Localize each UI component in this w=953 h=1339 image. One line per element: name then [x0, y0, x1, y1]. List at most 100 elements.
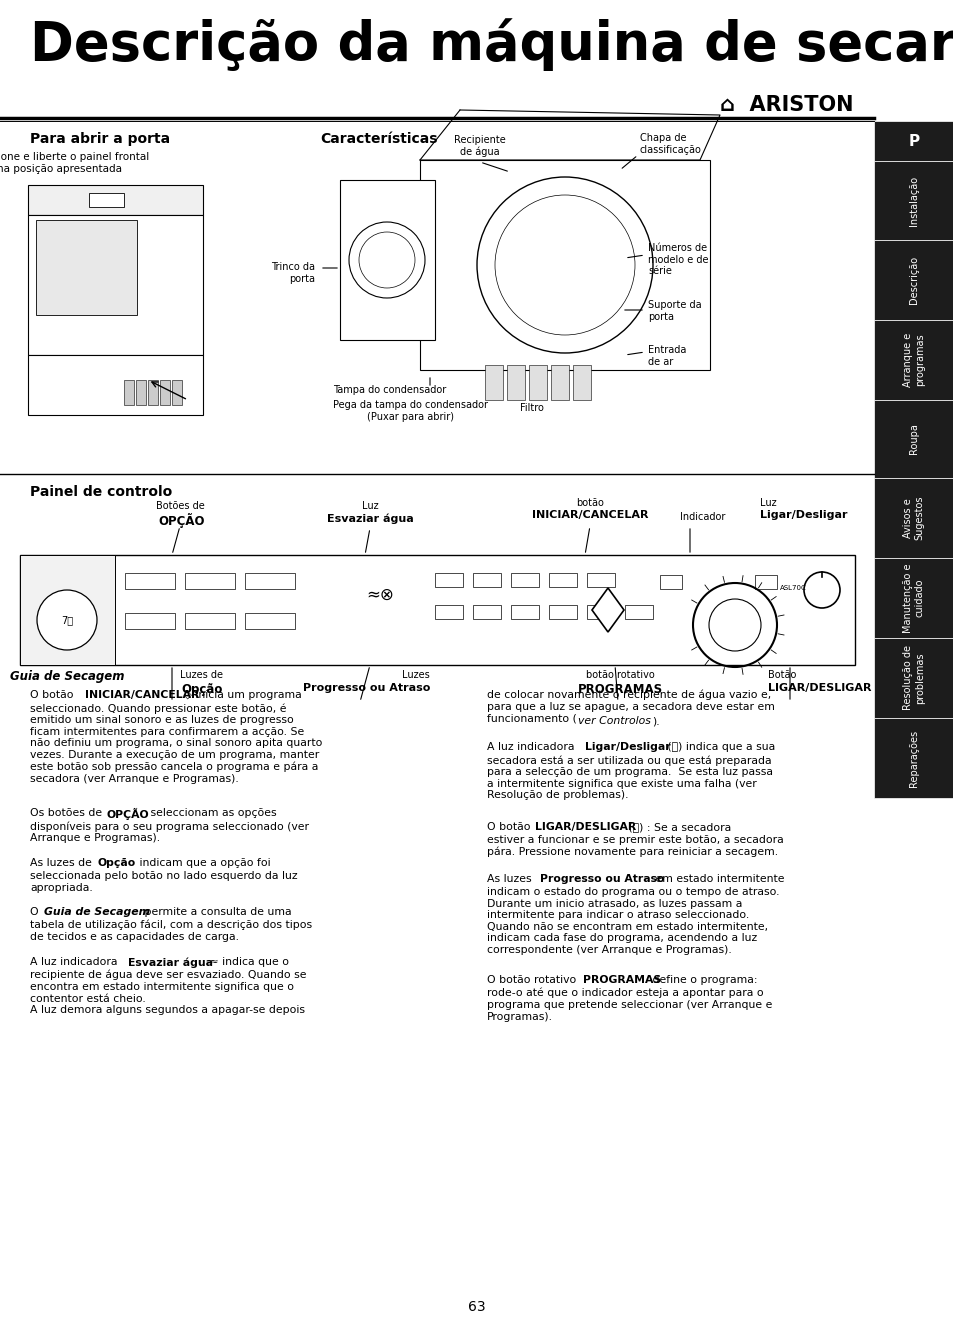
- Bar: [511, 605, 538, 619]
- Text: Pega da tampa do condensador
(Puxar para abrir): Pega da tampa do condensador (Puxar para…: [333, 400, 488, 422]
- Bar: [873, 478, 953, 558]
- Bar: [873, 558, 953, 637]
- Text: permite a consulta de uma: permite a consulta de uma: [141, 907, 292, 917]
- Text: ≈ indica que o: ≈ indica que o: [206, 957, 289, 967]
- Bar: [419, 159, 709, 370]
- Bar: [435, 605, 462, 619]
- Text: botão rotativo: botão rotativo: [585, 670, 654, 680]
- Text: ◇ inicia um programa: ◇ inicia um programa: [180, 690, 301, 700]
- Text: Descrição: Descrição: [908, 256, 918, 304]
- Bar: [548, 573, 577, 586]
- Text: Botão: Botão: [767, 670, 796, 680]
- Text: Guia de Secagem: Guia de Secagem: [10, 670, 124, 683]
- Bar: [245, 613, 294, 629]
- Text: Esvaziar água: Esvaziar água: [128, 957, 213, 968]
- Bar: [873, 240, 953, 320]
- Text: tabela de utilização fácil, com a descrição dos tipos
de tecidos e as capacidade: tabela de utilização fácil, com a descri…: [30, 920, 312, 943]
- Text: LIGAR/DESLIGAR: LIGAR/DESLIGAR: [767, 683, 871, 694]
- Bar: [573, 366, 590, 400]
- Bar: [185, 573, 234, 589]
- Bar: [873, 637, 953, 718]
- Text: Filtro: Filtro: [519, 403, 543, 412]
- Bar: [473, 573, 500, 586]
- Bar: [36, 220, 137, 315]
- Bar: [20, 554, 854, 665]
- Bar: [754, 574, 776, 589]
- Text: PROGRAMAS: PROGRAMAS: [577, 683, 662, 696]
- Bar: [506, 366, 524, 400]
- Bar: [551, 366, 568, 400]
- Bar: [136, 380, 146, 404]
- Polygon shape: [592, 588, 623, 632]
- Bar: [125, 613, 174, 629]
- Text: Os botões de: Os botões de: [30, 807, 106, 818]
- Text: Painel de controlo: Painel de controlo: [30, 485, 172, 499]
- Text: Características: Características: [319, 133, 437, 146]
- Bar: [28, 355, 203, 415]
- Text: Progresso ou Atraso: Progresso ou Atraso: [302, 683, 430, 694]
- Bar: [90, 193, 124, 208]
- Bar: [624, 605, 652, 619]
- Text: ⌂  ARISTON: ⌂ ARISTON: [720, 95, 853, 115]
- Text: Ligar/Desligar: Ligar/Desligar: [584, 742, 670, 753]
- Text: seleccionam as opções: seleccionam as opções: [147, 807, 276, 818]
- Text: OPÇÃO: OPÇÃO: [107, 807, 150, 819]
- Text: INICIAR/CANCELAR: INICIAR/CANCELAR: [531, 510, 648, 520]
- Text: recipiente de água deve ser esvaziado. Quando se
encontra em estado intermitente: recipiente de água deve ser esvaziado. Q…: [30, 969, 306, 1015]
- Bar: [586, 605, 615, 619]
- Text: A luz indicadora: A luz indicadora: [30, 957, 121, 967]
- Text: ver Controlos: ver Controlos: [578, 716, 650, 726]
- Text: define o programa:: define o programa:: [648, 975, 757, 986]
- Text: A luz indicadora: A luz indicadora: [486, 742, 578, 753]
- Text: Trinco da
porta: Trinco da porta: [271, 262, 314, 284]
- Bar: [548, 605, 577, 619]
- Text: LIGAR/DESLIGAR: LIGAR/DESLIGAR: [535, 822, 636, 832]
- Text: O botão: O botão: [486, 822, 534, 832]
- Bar: [148, 380, 158, 404]
- Text: 7㎏: 7㎏: [61, 615, 73, 625]
- Text: Manutenção e
cuidado: Manutenção e cuidado: [902, 564, 923, 633]
- Text: Ligar/Desligar: Ligar/Desligar: [760, 510, 846, 520]
- Bar: [245, 573, 294, 589]
- Bar: [484, 366, 502, 400]
- Text: O: O: [30, 907, 42, 917]
- Text: Reparações: Reparações: [908, 730, 918, 786]
- Text: Luzes: Luzes: [402, 670, 430, 680]
- Text: Botões de: Botões de: [156, 501, 205, 511]
- Text: secadora está a ser utilizada ou que está preparada
para a selecção de um progra: secadora está a ser utilizada ou que est…: [486, 755, 772, 801]
- Bar: [160, 380, 170, 404]
- Bar: [125, 573, 174, 589]
- Text: estiver a funcionar e se premir este botão, a secadora
pára. Pressione novamente: estiver a funcionar e se premir este bot…: [486, 836, 783, 857]
- Bar: [873, 121, 953, 161]
- Bar: [873, 400, 953, 478]
- Bar: [172, 380, 182, 404]
- Text: OPÇÃO: OPÇÃO: [158, 513, 205, 528]
- Text: Luz: Luz: [361, 501, 378, 511]
- Text: Guia de Secagem: Guia de Secagem: [44, 907, 150, 917]
- Bar: [339, 179, 435, 340]
- Bar: [435, 573, 462, 586]
- Bar: [659, 574, 681, 589]
- Circle shape: [37, 590, 97, 649]
- Text: Indicador: Indicador: [679, 511, 724, 522]
- Text: Esvaziar água: Esvaziar água: [326, 514, 413, 525]
- Text: O botão: O botão: [30, 690, 77, 700]
- Text: Resolução de
problemas: Resolução de problemas: [902, 645, 923, 711]
- Text: seleccionado. Quando pressionar este botão, é
emitido um sinal sonoro e as luzes: seleccionado. Quando pressionar este bot…: [30, 703, 322, 783]
- Bar: [185, 613, 234, 629]
- Text: Para abrir a porta: Para abrir a porta: [30, 133, 170, 146]
- Bar: [20, 554, 115, 665]
- Text: Opção: Opção: [98, 858, 136, 868]
- Bar: [873, 718, 953, 798]
- Text: Progresso ou Atraso: Progresso ou Atraso: [539, 874, 664, 884]
- Text: rode-o até que o indicador esteja a apontar para o
programa que pretende selecci: rode-o até que o indicador esteja a apon…: [486, 988, 772, 1022]
- Text: Recipiente
de água: Recipiente de água: [454, 135, 505, 157]
- Text: INICIAR/CANCELAR: INICIAR/CANCELAR: [85, 690, 199, 700]
- Text: indicam que a opção foi: indicam que a opção foi: [136, 858, 271, 868]
- Text: Arranque e
programas: Arranque e programas: [902, 333, 923, 387]
- Text: (⏻) indica que a sua: (⏻) indica que a sua: [663, 742, 775, 753]
- Bar: [586, 573, 615, 586]
- Bar: [511, 573, 538, 586]
- Text: Luzes de: Luzes de: [180, 670, 223, 680]
- Bar: [873, 161, 953, 240]
